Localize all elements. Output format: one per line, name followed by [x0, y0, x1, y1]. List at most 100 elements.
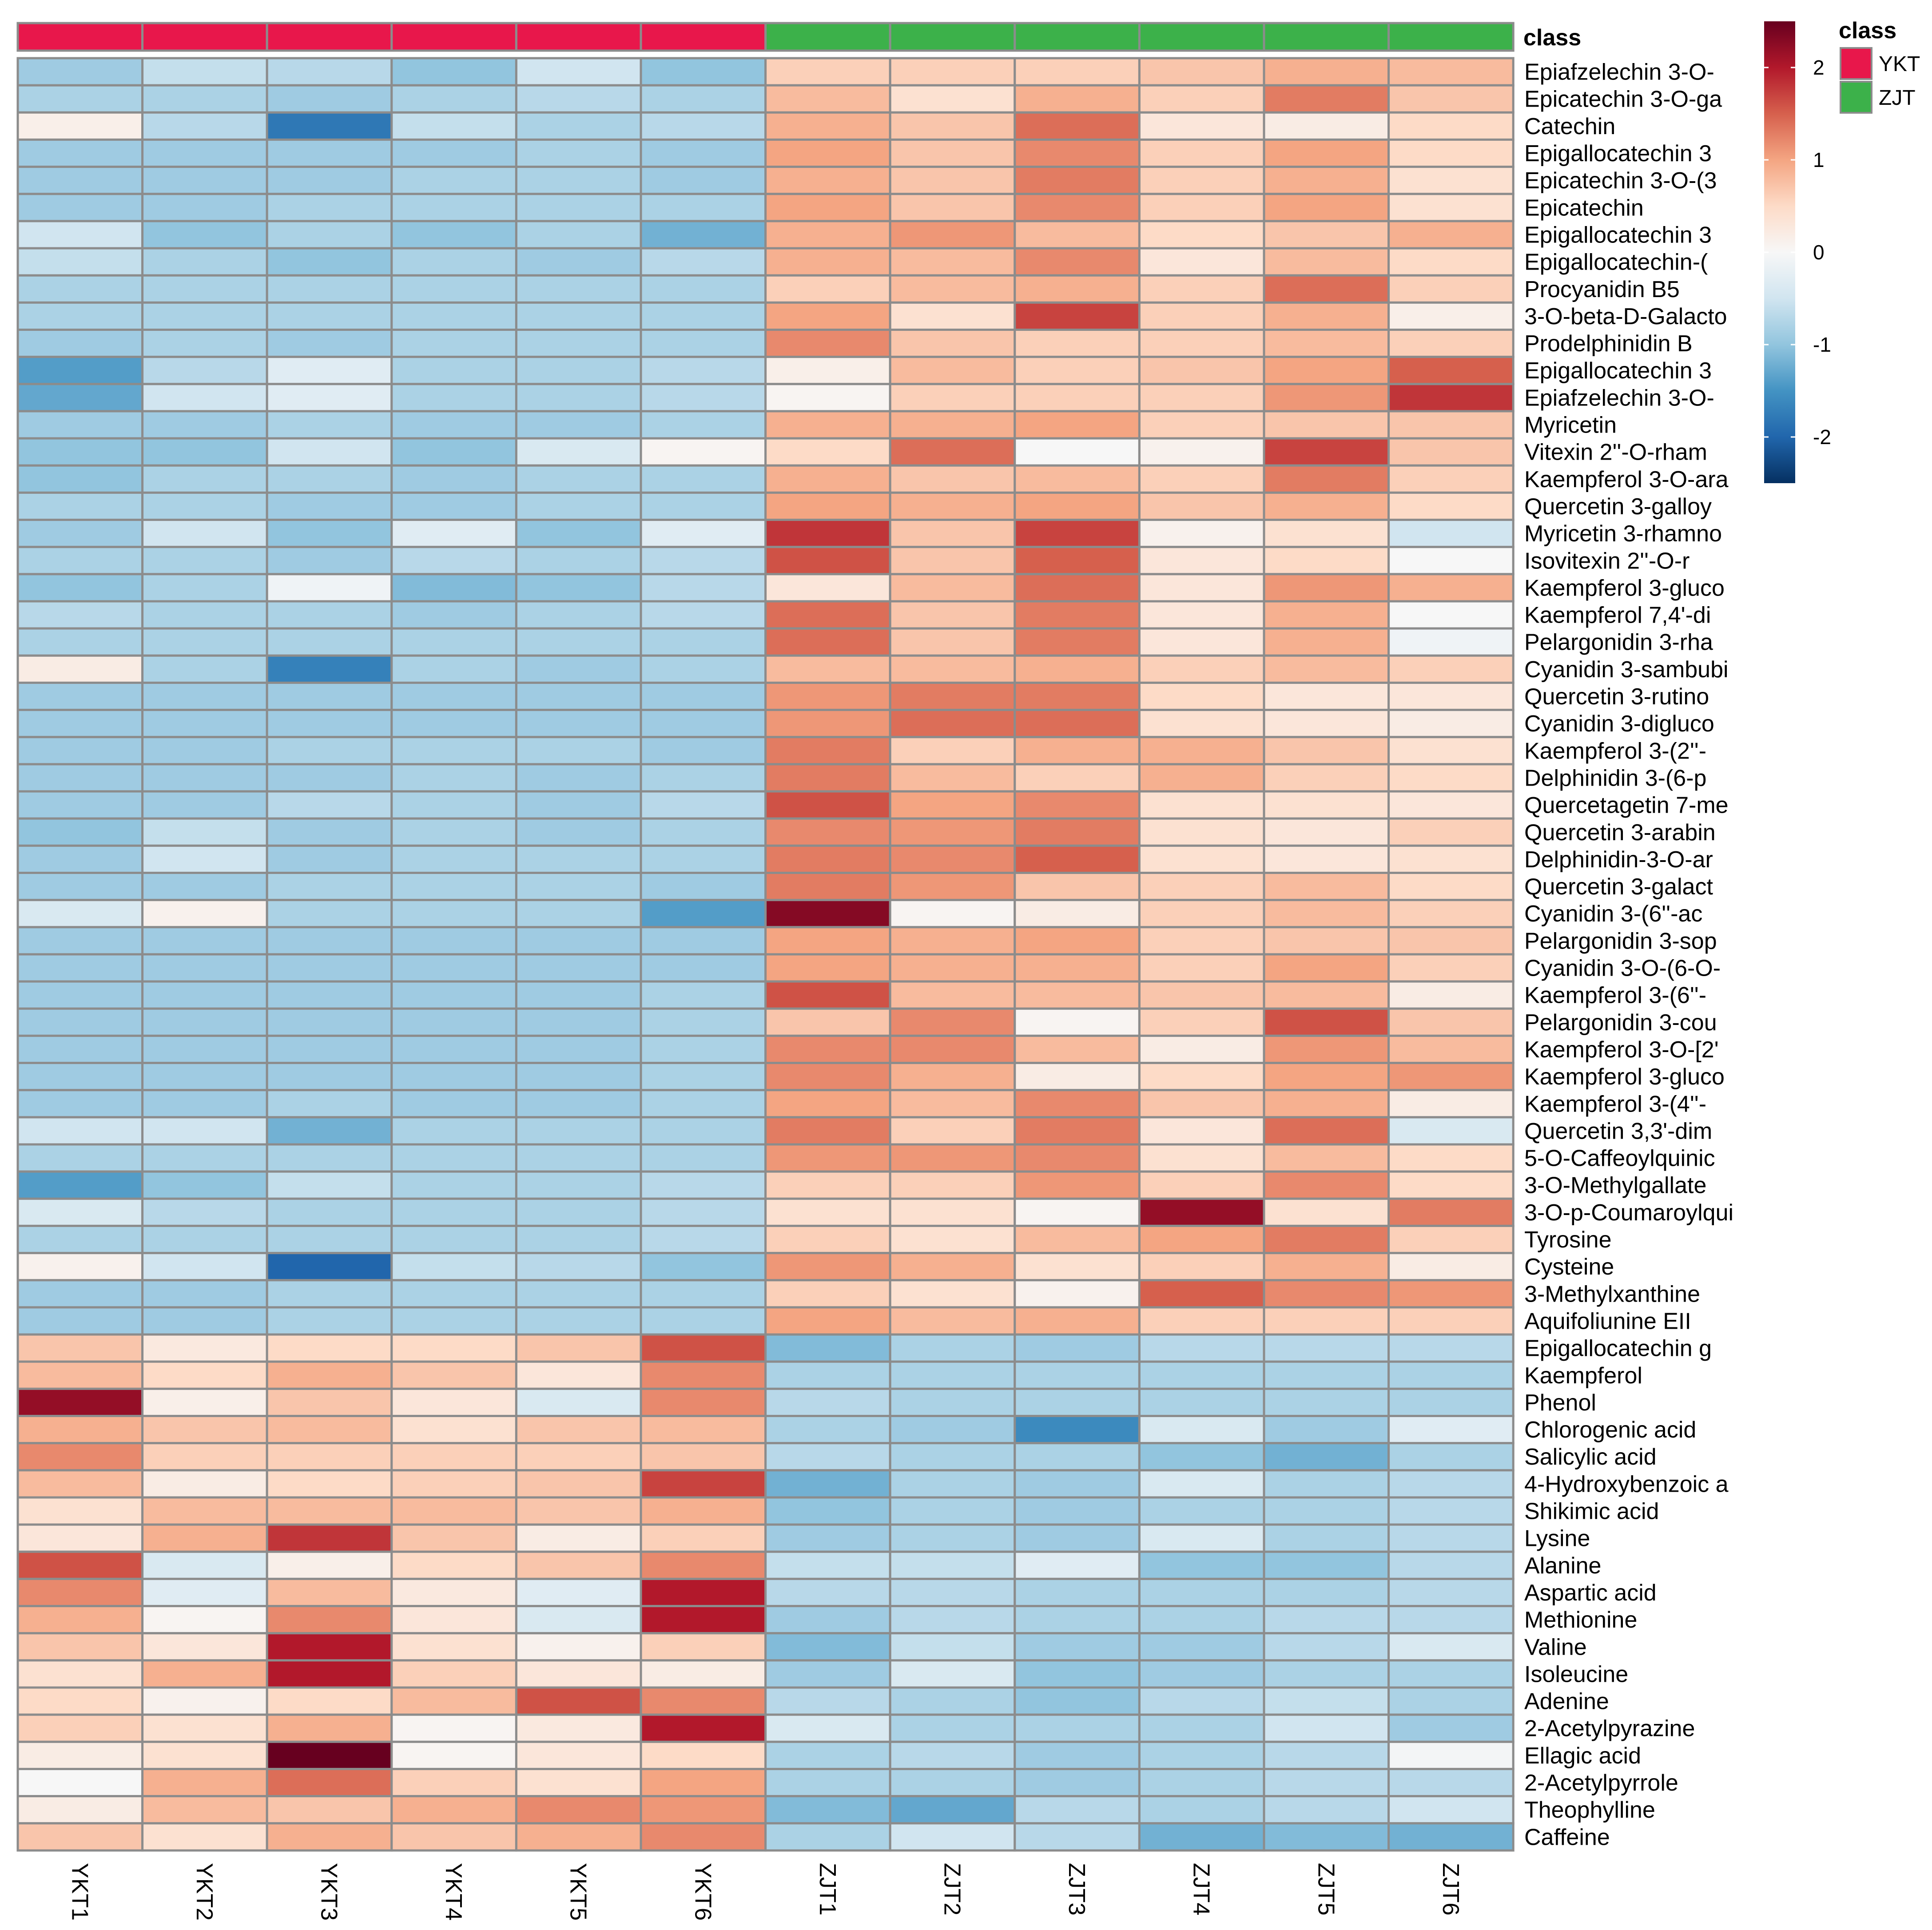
heatmap-cell	[889, 980, 1016, 1010]
heatmap-cell	[266, 872, 393, 901]
heatmap-cell	[1014, 1197, 1141, 1227]
heatmap-cell	[1263, 654, 1390, 684]
heatmap-cell	[141, 464, 268, 494]
heatmap-cell	[1138, 1713, 1265, 1743]
color-scale-tick-label: -2	[1813, 425, 1831, 449]
heatmap-cell	[390, 519, 517, 548]
heatmap-cell	[1387, 1659, 1515, 1689]
heatmap-cell	[390, 1496, 517, 1526]
heatmap-cell	[889, 1740, 1016, 1770]
heatmap-cell	[640, 1442, 767, 1472]
heatmap-cell	[889, 1605, 1016, 1635]
heatmap-cell	[1263, 1496, 1390, 1526]
heatmap-cell	[889, 356, 1016, 385]
heatmap-cell	[764, 356, 891, 385]
heatmap-cell	[390, 926, 517, 956]
row-label: 2-Acetylpyrazine	[1524, 1716, 1695, 1742]
heatmap-cell	[16, 573, 144, 603]
row-label: Valine	[1524, 1634, 1587, 1660]
heatmap-cell	[515, 1279, 642, 1309]
heatmap-cell	[764, 1659, 891, 1689]
heatmap-cell	[1263, 1279, 1390, 1309]
heatmap-cell	[640, 926, 767, 956]
heatmap-cell	[889, 111, 1016, 141]
heatmap-cell	[1138, 980, 1265, 1010]
heatmap-cell	[1014, 57, 1141, 87]
heatmap-cell	[390, 1197, 517, 1227]
heatmap-cell	[1014, 573, 1141, 603]
heatmap-cell	[16, 763, 144, 793]
heatmap-cell	[1014, 519, 1141, 548]
heatmap-cell	[640, 1659, 767, 1689]
heatmap-cell	[1387, 1034, 1515, 1064]
heatmap-cell	[515, 1822, 642, 1852]
heatmap-cell	[1014, 1333, 1141, 1363]
heatmap-cell	[266, 600, 393, 630]
heatmap-cell	[764, 1713, 891, 1743]
heatmap-cell	[889, 1713, 1016, 1743]
heatmap-cell	[640, 736, 767, 766]
class-legend: class YKT ZJT	[1839, 18, 1920, 114]
heatmap-cell	[1263, 491, 1390, 521]
heatmap-cell	[1387, 329, 1515, 358]
heatmap-cell	[889, 1795, 1016, 1825]
heatmap-cell	[16, 872, 144, 901]
heatmap-cell	[1263, 111, 1390, 141]
heatmap-cell	[1138, 736, 1265, 766]
class-annotation-cell	[764, 22, 891, 52]
heatmap-cell	[764, 1550, 891, 1580]
heatmap-cell	[515, 790, 642, 820]
color-scale-bar	[1764, 21, 1795, 483]
heatmap-cell	[1014, 491, 1141, 521]
heatmap-cell	[889, 1550, 1016, 1580]
heatmap-cell	[390, 1577, 517, 1608]
heatmap-cell	[1387, 546, 1515, 576]
heatmap-cell	[515, 1306, 642, 1336]
heatmap-cell	[141, 1605, 268, 1635]
heatmap-cell	[266, 356, 393, 385]
row-label: Catechin	[1524, 114, 1615, 139]
heatmap-cell	[515, 654, 642, 684]
heatmap-cell	[16, 111, 144, 141]
heatmap-cell	[16, 709, 144, 739]
heatmap-cell	[16, 980, 144, 1010]
heatmap-cell	[141, 1143, 268, 1173]
heatmap-cell	[141, 138, 268, 168]
class-annotation-bar	[16, 22, 1515, 52]
heatmap-cell	[16, 1252, 144, 1282]
heatmap-cell	[764, 1143, 891, 1173]
heatmap-cell	[1387, 926, 1515, 956]
heatmap-cell	[764, 1523, 891, 1553]
heatmap-cell	[1263, 1062, 1390, 1092]
column-label: ZJT5	[1313, 1863, 1339, 1915]
heatmap-cell	[1014, 220, 1141, 250]
heatmap-cell	[1014, 1740, 1141, 1770]
heatmap-cell	[640, 356, 767, 385]
heatmap-cell	[640, 817, 767, 847]
heatmap-cell	[889, 1632, 1016, 1662]
heatmap-cell	[1263, 736, 1390, 766]
heatmap-cell	[515, 519, 642, 548]
heatmap-cell	[1014, 1224, 1141, 1255]
heatmap-cell	[764, 1170, 891, 1200]
heatmap-cell	[1014, 1387, 1141, 1418]
heatmap-cell	[640, 1632, 767, 1662]
heatmap-cell	[141, 491, 268, 521]
heatmap-cell	[266, 519, 393, 548]
heatmap-cell	[16, 220, 144, 250]
heatmap-cell	[640, 1062, 767, 1092]
heatmap-cell	[640, 1306, 767, 1336]
heatmap-cell	[1387, 1713, 1515, 1743]
heatmap-cell	[515, 1577, 642, 1608]
heatmap-cell	[1014, 1116, 1141, 1146]
heatmap-cell	[266, 1116, 393, 1146]
heatmap-cell	[1387, 1143, 1515, 1173]
heatmap-cell	[266, 654, 393, 684]
heatmap-cell	[266, 736, 393, 766]
heatmap-cell	[141, 980, 268, 1010]
heatmap-cell	[515, 681, 642, 711]
heatmap-cell	[640, 844, 767, 874]
heatmap-cell	[1138, 193, 1265, 222]
heatmap-cell	[16, 1496, 144, 1526]
heatmap-cell	[1138, 301, 1265, 331]
